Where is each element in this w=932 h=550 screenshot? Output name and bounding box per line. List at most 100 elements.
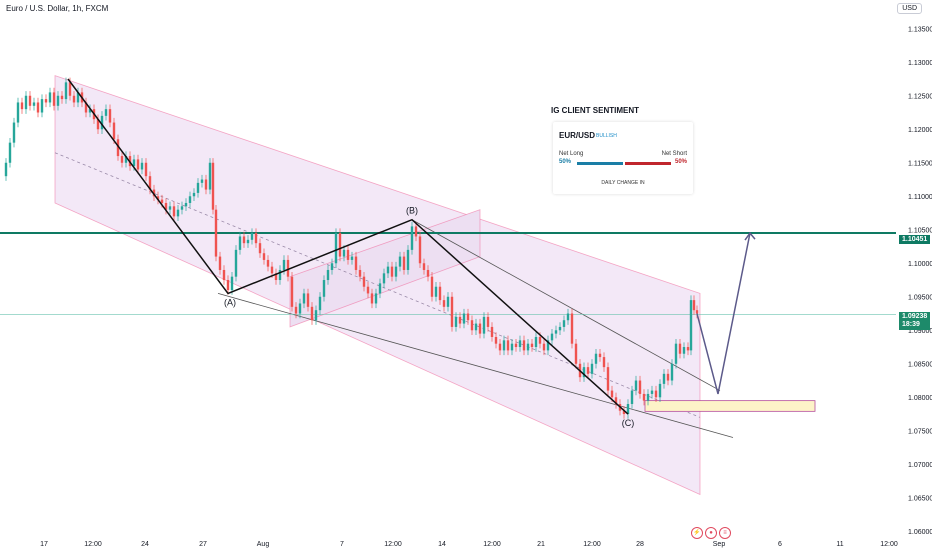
y-tick-label: 1.11500 <box>908 160 932 167</box>
candle-body <box>454 316 458 327</box>
candle-body <box>398 256 402 267</box>
candle-body <box>682 347 686 354</box>
level-price-tag: 1.10451 <box>899 235 931 244</box>
candle-body <box>590 363 594 374</box>
y-tick-label: 1.08000 <box>908 395 932 402</box>
candle-body <box>382 273 386 284</box>
candle-body <box>402 256 406 270</box>
candle-body <box>242 236 246 244</box>
sentiment-panel: IG CLIENT SENTIMENT EUR/USD BULLISH Net … <box>551 106 695 194</box>
y-tick-label: 1.12000 <box>908 127 932 134</box>
candle-body <box>518 340 522 348</box>
y-tick-label: 1.06500 <box>908 495 932 502</box>
wave-path <box>67 78 629 415</box>
candle-body <box>650 390 654 394</box>
candle-body <box>270 266 274 274</box>
candle-body <box>322 280 326 297</box>
candle-body <box>32 102 36 106</box>
candle-body <box>522 340 526 351</box>
candle-body <box>646 393 650 401</box>
candle-body <box>582 367 586 378</box>
candle-body <box>238 236 242 250</box>
arrow-head <box>744 231 756 241</box>
candle-body <box>450 296 454 327</box>
candle-body <box>140 162 144 170</box>
y-tick-label: 1.06000 <box>908 529 932 536</box>
candle-body <box>306 293 310 307</box>
candle-body <box>418 236 422 264</box>
candle-body <box>692 300 696 311</box>
candle-body <box>434 286 438 297</box>
candle-body <box>490 326 494 337</box>
candle-body <box>526 343 530 351</box>
candle-body <box>370 293 374 304</box>
candle-body <box>222 269 226 281</box>
candle-body <box>24 95 28 110</box>
candle-body <box>390 266 394 277</box>
candle-body <box>148 176 152 190</box>
us-flag-icon[interactable]: ≡ <box>719 527 731 539</box>
x-tick-label: 21 <box>537 541 545 548</box>
net-short-label: Net Short <box>661 151 687 157</box>
candle-body <box>466 313 470 321</box>
candle-body <box>56 95 60 106</box>
candle-body <box>112 122 116 140</box>
candle-body <box>614 397 618 404</box>
candle-body <box>290 276 294 307</box>
candle-body <box>366 286 370 294</box>
current-price-value: 1.09238 <box>902 313 928 320</box>
y-tick-label: 1.10500 <box>908 227 932 234</box>
lightning-icon[interactable]: ⚡ <box>691 527 703 539</box>
candle-body <box>230 276 234 291</box>
candle-body <box>266 259 270 267</box>
candle-body <box>566 313 570 321</box>
candle-body <box>642 393 646 401</box>
candle-body <box>310 306 314 321</box>
candle-body <box>160 199 164 203</box>
candle-body <box>48 92 52 103</box>
candle-body <box>686 347 690 351</box>
currency-button[interactable]: USD <box>897 3 922 14</box>
candle-body <box>602 357 606 368</box>
event-icons: ⚡ ● ≡ <box>691 521 733 539</box>
candle-body <box>12 122 16 143</box>
candle-body <box>438 286 442 301</box>
candle-body <box>208 162 212 190</box>
candle-body <box>482 316 486 334</box>
y-tick-label: 1.07000 <box>908 462 932 469</box>
y-tick-label: 1.10000 <box>908 261 932 268</box>
candle-body <box>28 95 32 106</box>
candle-body <box>4 162 8 177</box>
candle-body <box>36 102 40 113</box>
eu-flag-icon[interactable]: ● <box>705 527 717 539</box>
candle-body <box>634 380 638 391</box>
candle-body <box>666 373 670 381</box>
candle-body <box>120 156 124 163</box>
current-price-tag: 1.09238 18:39 <box>899 312 931 330</box>
candle-body <box>638 380 642 394</box>
candle-body <box>262 253 266 260</box>
candle-body <box>108 109 112 123</box>
projection-arrow <box>696 232 751 395</box>
candle-body <box>16 102 20 123</box>
candle-body <box>538 336 542 344</box>
candle-body <box>286 259 290 277</box>
candle-body <box>20 102 24 110</box>
candle-body <box>40 99 44 113</box>
candle-body <box>164 202 168 210</box>
candle-body <box>695 310 699 314</box>
candle-body <box>200 179 204 183</box>
candle-body <box>144 162 148 177</box>
sentiment-pair: EUR/USD <box>559 131 596 140</box>
candle-body <box>282 259 286 270</box>
candle-body <box>64 82 68 100</box>
x-tick-label: Aug <box>257 541 270 548</box>
sentiment-bias: BULLISH <box>596 133 617 139</box>
candle-body <box>274 273 278 281</box>
candle-body <box>326 269 330 281</box>
candle-body <box>378 283 382 294</box>
candle-body <box>226 280 230 291</box>
x-tick-label: 12:00 <box>84 541 102 548</box>
x-tick-label: 12:00 <box>384 541 402 548</box>
